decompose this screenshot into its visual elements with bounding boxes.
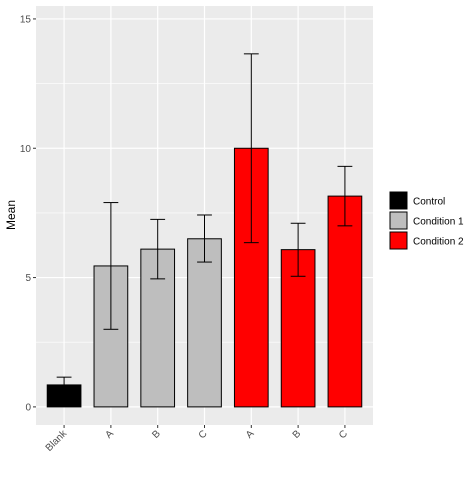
legend-key (389, 231, 408, 250)
x-tick-label: A (244, 428, 257, 441)
x-tick-label: B (150, 428, 163, 441)
x-tick-label: A (104, 428, 117, 441)
bars (46, 53, 363, 408)
y-tick-label: 5 (25, 273, 31, 284)
y-axis-label: Mean (4, 200, 18, 230)
legend-key (389, 211, 408, 230)
y-tick-label: 15 (20, 14, 32, 25)
legend: Control Condition 1 Condition 2 (389, 191, 464, 250)
bar (327, 195, 363, 408)
legend-label: Condition 2 (413, 237, 464, 248)
y-tick-label: 0 (25, 402, 31, 413)
x-tick-label: Blank (44, 428, 70, 454)
x-tick-label: C (337, 428, 350, 441)
bar (187, 238, 222, 408)
x-tick-label: B (291, 428, 304, 441)
x-tick-label: C (197, 428, 210, 441)
legend-label: Condition 1 (413, 217, 464, 228)
legend-key (389, 191, 408, 210)
y-tick-label: 10 (20, 144, 32, 155)
legend-label: Control (413, 197, 445, 208)
